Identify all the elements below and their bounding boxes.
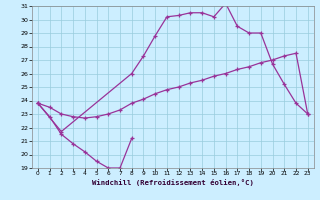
X-axis label: Windchill (Refroidissement éolien,°C): Windchill (Refroidissement éolien,°C) (92, 179, 254, 186)
